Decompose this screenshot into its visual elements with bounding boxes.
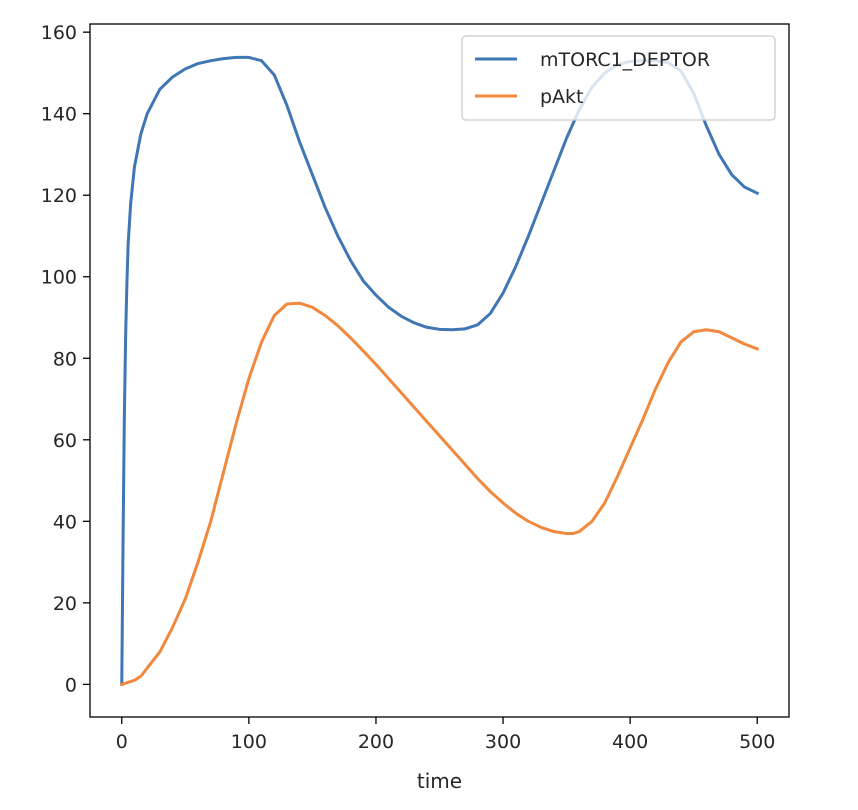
y-tick-label: 80 [53,348,77,370]
x-tick-label: 500 [739,731,775,753]
y-tick-label: 120 [41,185,77,207]
legend-label: pAkt [540,86,584,108]
x-axis-label: time [417,769,462,793]
legend: mTORC1_DEPTOR pAkt [461,35,776,121]
y-tick-label: 160 [41,22,77,44]
x-tick-label: 0 [116,731,128,753]
y-tick-label: 40 [53,511,77,533]
y-tick-label: 20 [53,593,77,615]
x-tick-label: 300 [485,731,521,753]
x-tick-label: 100 [231,731,267,753]
y-tick-label: 0 [65,674,77,696]
y-tick-label: 60 [53,430,77,452]
y-tick-label: 140 [41,104,77,126]
series-line-pakt [119,301,760,687]
legend-label: mTORC1_DEPTOR [540,49,710,71]
x-tick-label: 400 [612,731,648,753]
y-tick-label: 100 [41,267,77,289]
legend-box [461,35,776,121]
axes-frame [89,23,790,718]
x-tick-label: 200 [358,731,394,753]
axes: 0 100 200 300 400 500 0 20 40 60 80 100 120 140 160 [41,22,790,753]
